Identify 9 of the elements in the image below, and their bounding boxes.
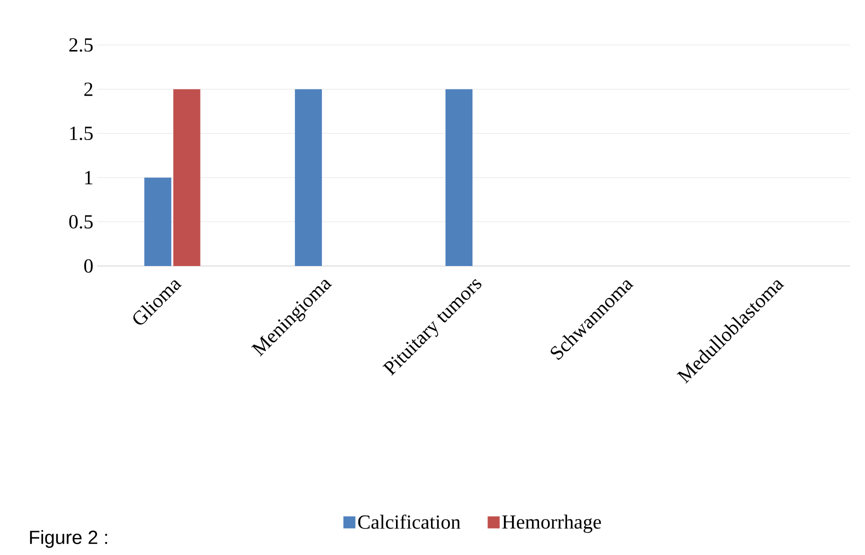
y-tick-label: 2	[84, 82, 92, 96]
legend-label: Hemorrhage	[502, 514, 601, 533]
y-tick-label: 1.5	[70, 126, 93, 140]
y-tick-label: 2.5	[69, 38, 93, 52]
caption: Figure 2 :	[30, 530, 108, 548]
y-tick-label: 0	[84, 259, 93, 273]
y-tick-label: 0.5	[69, 215, 93, 229]
y-tick-label: 1	[85, 171, 92, 184]
legend-label: Calcification	[358, 514, 460, 529]
